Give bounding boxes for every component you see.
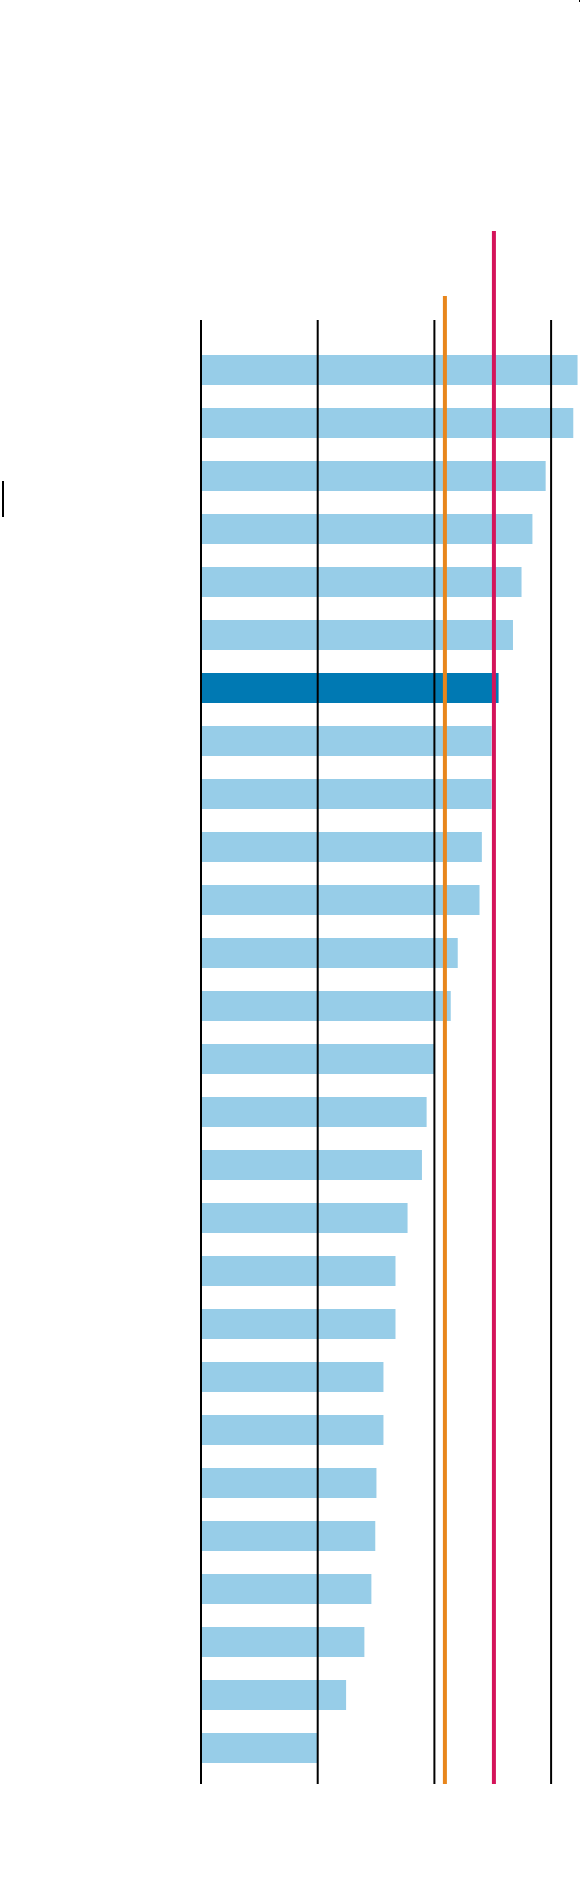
bar: [201, 779, 492, 809]
bar: [201, 1574, 372, 1604]
bar: [201, 1203, 408, 1233]
highlighted-bar: [201, 673, 499, 703]
bar: [201, 1733, 319, 1763]
bar: [201, 991, 451, 1021]
bar: [201, 1097, 427, 1127]
bar: [201, 1468, 377, 1498]
bar: [201, 620, 513, 650]
left-edge-marker: [2, 481, 4, 517]
bars-group: [201, 355, 578, 1763]
bar: [201, 567, 522, 597]
bar: [201, 408, 574, 438]
bar: [201, 1627, 365, 1657]
bar: [201, 461, 546, 491]
bar: [201, 1415, 384, 1445]
gridlines-group: [200, 320, 553, 1784]
bar: [201, 832, 482, 862]
bar: [201, 1309, 396, 1339]
reference-lines-group: [442, 231, 496, 1784]
bar: [201, 1521, 376, 1551]
bar: [201, 1362, 384, 1392]
bar: [201, 938, 458, 968]
bar: [201, 1256, 396, 1286]
bar: [201, 514, 533, 544]
bar: [201, 885, 480, 915]
bar: [201, 1150, 422, 1180]
bar: [201, 1680, 347, 1710]
bar: [201, 726, 492, 756]
bar: [201, 355, 578, 385]
